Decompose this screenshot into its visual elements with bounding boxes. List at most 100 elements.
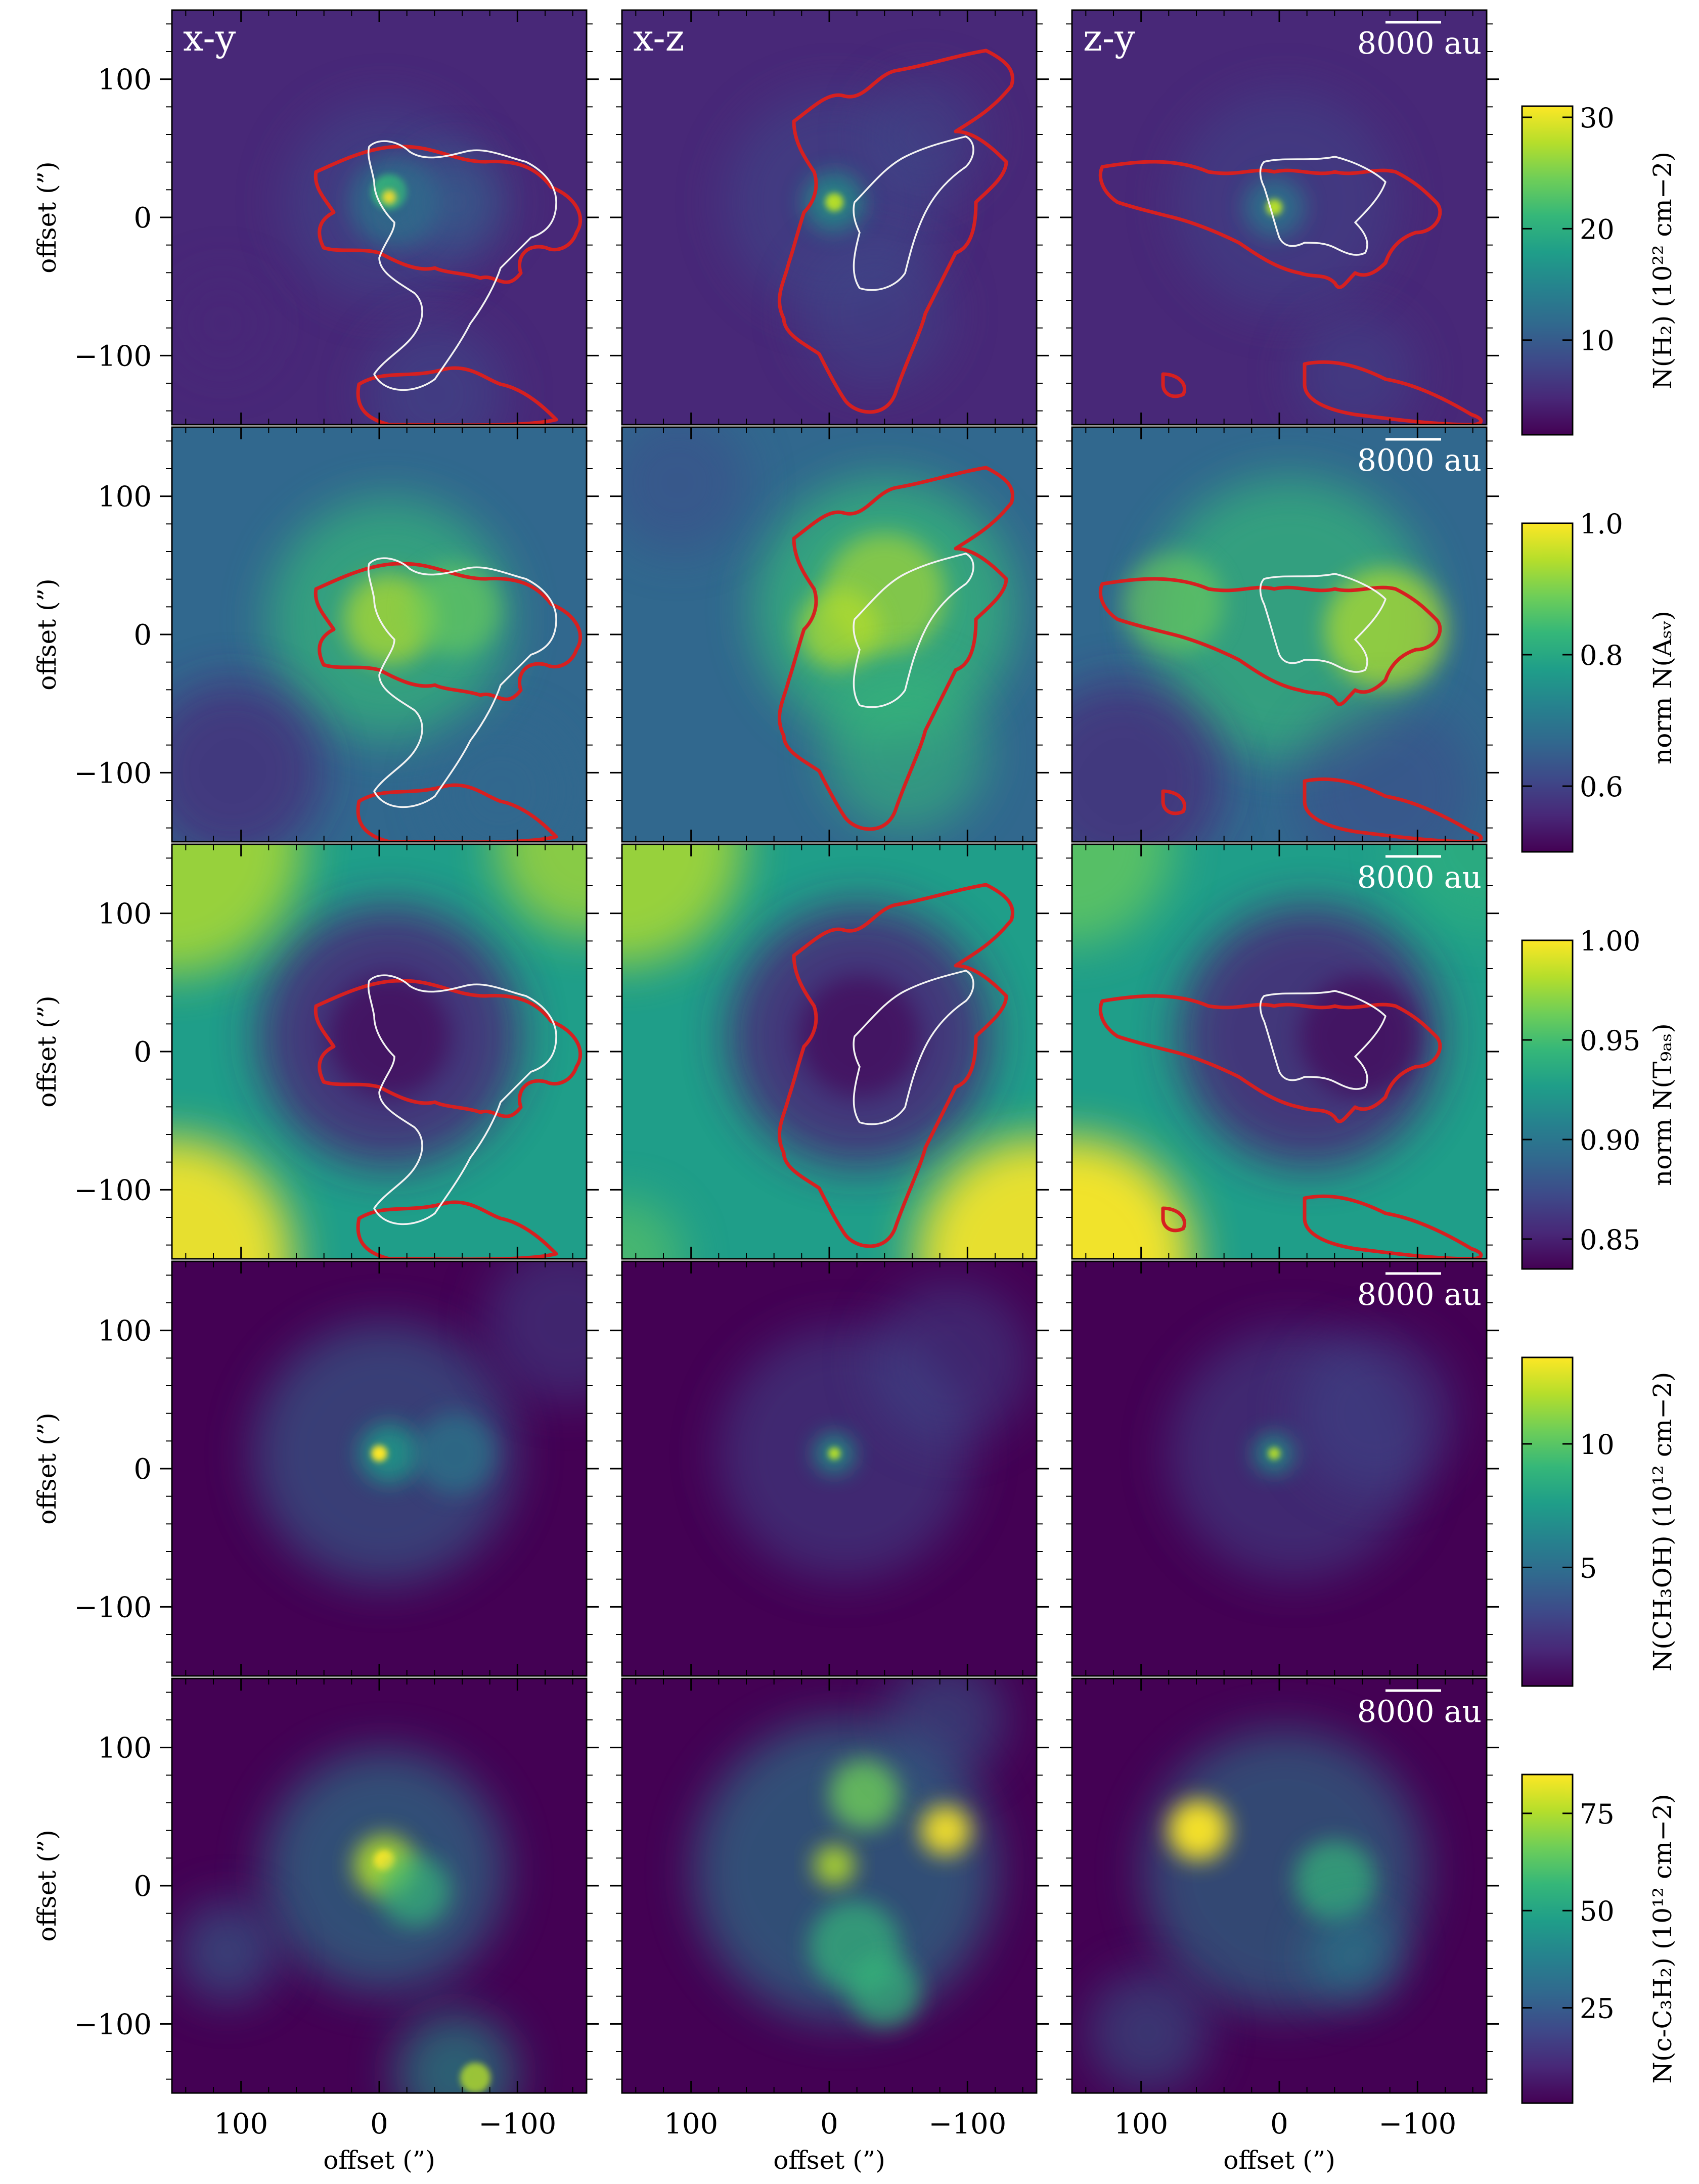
colorbar-tick-label: 10 [1580, 325, 1615, 357]
panel-1-x-z [610, 426, 1049, 843]
colorbar-tick-label: 0.8 [1580, 640, 1623, 671]
heatmap-feature [496, 844, 587, 935]
colorbar-tick-label: 0.90 [1580, 1124, 1640, 1156]
panel-2-x-y: 100 0 −100 offset (”) [32, 843, 599, 1260]
colorbar-3: 10 5 N(CH₃OH) (10¹² cm−2) [1521, 1356, 1677, 1687]
panel-1-z-y: 8000 au [1060, 426, 1499, 843]
heatmap-feature [177, 1901, 278, 2002]
y-tick-label: −100 [74, 2008, 152, 2041]
colorbar-label: N(c-C₃H₂) (10¹² cm−2) [1648, 1794, 1677, 2083]
red-contour [777, 883, 1015, 1248]
scalebar-label: 8000 au [1357, 860, 1482, 895]
y-axis-label: offset (”) [32, 578, 62, 690]
panel-0-x-y: 100 0 −100 offset (”) x-y [32, 9, 599, 426]
white-contour [367, 140, 557, 391]
heatmap-feature [1396, 844, 1487, 935]
heatmap-feature [172, 844, 303, 976]
heatmap-feature [915, 1138, 1037, 1259]
colorbar-tick-label: 1.00 [1580, 925, 1640, 957]
heatmap-feature [622, 427, 748, 554]
projection-title: x-y [183, 17, 236, 59]
heatmap-feature [359, 1423, 420, 1484]
panel-0-z-y: z-y 8000 au [1060, 9, 1499, 426]
y-tick-label: 100 [98, 1732, 152, 1765]
heatmap-feature [1072, 680, 1224, 842]
x-tick-label: 0 [370, 2108, 388, 2141]
x-tick-label: 100 [214, 2108, 268, 2141]
colorbar-tick-label: 75 [1580, 1798, 1615, 1830]
heatmap-feature [1266, 199, 1282, 215]
x-tick-label: 100 [1114, 2108, 1168, 2141]
heatmap-feature [622, 844, 743, 966]
y-axis-label: offset (”) [32, 995, 62, 1107]
heatmap-feature [865, 76, 986, 197]
y-axis-label: offset (”) [32, 161, 62, 273]
panel-4-x-y: 100 0 −100 offset (”) 100 0 −100 offset (”) [32, 1677, 599, 2175]
scalebar-label: 8000 au [1357, 1277, 1482, 1312]
y-tick-label: 100 [98, 1315, 152, 1348]
heatmap-feature [920, 1805, 971, 1855]
colorbar-tick-label: 10 [1580, 1429, 1615, 1461]
x-axis-label: offset (”) [773, 2146, 885, 2175]
colorbar-tick-label: 1.0 [1580, 508, 1623, 540]
heatmap-feature [885, 1678, 1006, 1780]
heatmap-feature [828, 1447, 840, 1460]
heatmap-feature [1072, 1138, 1193, 1259]
heatmap-feature [1123, 554, 1224, 655]
colorbar-gradient [1521, 939, 1574, 1270]
white-contour [853, 553, 974, 708]
heatmap-feature [799, 976, 920, 1097]
colorbar-tick-label: 0.6 [1580, 771, 1623, 803]
x-axis-label: offset (”) [323, 2146, 435, 2175]
red-contour [1098, 577, 1483, 842]
heatmap-feature [825, 193, 843, 211]
x-tick-label: 0 [1270, 2108, 1288, 2141]
y-tick-label: 100 [98, 64, 152, 97]
heatmap-feature [485, 1261, 587, 1403]
colorbar-gradient [1521, 105, 1574, 436]
heatmap-feature [382, 190, 396, 204]
colorbar-tick-label: 30 [1580, 102, 1615, 134]
colorbar-0: 30 20 10 N(H₂) (10²² cm−2) [1521, 102, 1677, 436]
y-tick-label: 0 [133, 1036, 152, 1069]
colorbar-2: 1.00 0.95 0.90 0.85 norm N(T₉ₐₛ) [1521, 925, 1677, 1270]
colorbar-tick-label: 0.95 [1580, 1025, 1640, 1057]
heatmap-feature [824, 670, 986, 832]
heatmap-feature [410, 564, 501, 655]
y-tick-label: 0 [133, 202, 152, 235]
red-contour [777, 49, 1015, 414]
white-contour [367, 974, 557, 1225]
colorbar-4: 75 50 25 N(c-C₃H₂) (10¹² cm−2) [1521, 1773, 1677, 2104]
y-tick-label: 100 [98, 481, 152, 514]
y-axis-label: offset (”) [32, 1830, 62, 1941]
panel-3-x-y: 100 0 −100 offset (”) [32, 1260, 599, 1677]
colorbar-1: 1.0 0.8 0.6 norm N(Aₛᵥ) [1521, 508, 1677, 853]
heatmap-feature [799, 589, 880, 670]
heatmap-feature [172, 680, 324, 842]
colorbar-tick-label: 25 [1580, 1993, 1615, 2025]
panel-2-z-y: 8000 au [1060, 843, 1499, 1260]
x-tick-label: 100 [664, 2108, 718, 2141]
y-axis-label: offset (”) [32, 1413, 62, 1524]
projection-title: x-z [633, 17, 685, 59]
panel-4-x-z: 100 0 −100 offset (”) [610, 1677, 1049, 2175]
heatmap-feature [870, 1282, 1032, 1443]
heatmap-feature [1087, 1972, 1209, 2093]
heatmap-feature [1294, 700, 1477, 842]
colorbar-label: norm N(Aₛᵥ) [1648, 611, 1677, 764]
white-contour [853, 135, 974, 291]
colorbar-label: N(H₂) (10²² cm−2) [1648, 152, 1677, 389]
colorbar-tick-label: 50 [1580, 1895, 1615, 1927]
y-tick-label: 0 [133, 1870, 152, 1903]
white-contour [367, 557, 557, 808]
y-tick-label: 100 [98, 898, 152, 931]
y-tick-label: −100 [74, 1591, 152, 1624]
x-tick-label: −100 [478, 2108, 556, 2141]
colorbar-label: norm N(T₉ₐₛ) [1648, 1023, 1677, 1186]
heatmap-feature [415, 1413, 496, 1494]
colorbar-gradient [1521, 522, 1574, 853]
heatmap-feature [405, 152, 506, 253]
x-tick-label: 0 [820, 2108, 838, 2141]
x-tick-label: −100 [928, 2108, 1006, 2141]
colorbar-tick-label: 5 [1580, 1552, 1597, 1584]
